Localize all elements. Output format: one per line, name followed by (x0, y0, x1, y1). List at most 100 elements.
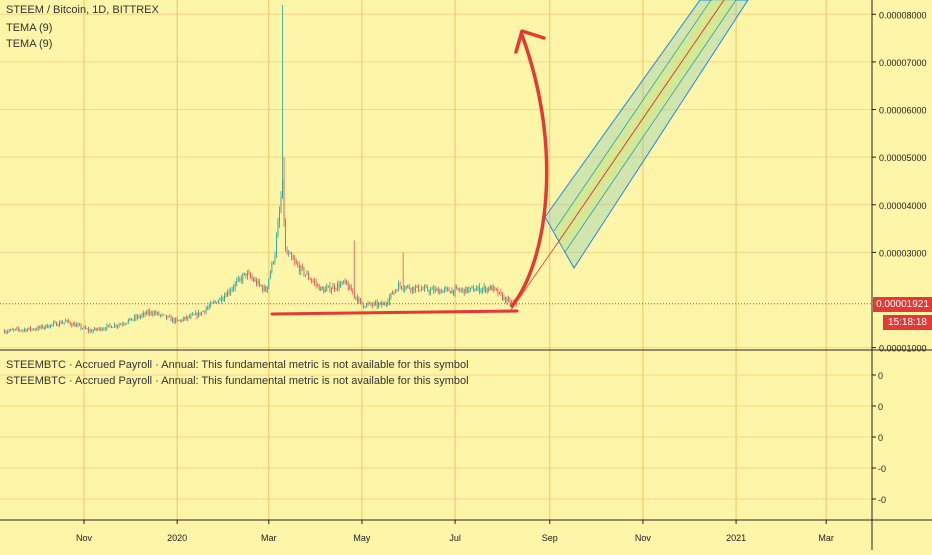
candle-body (175, 318, 177, 322)
candle-body (318, 285, 320, 291)
candle-body (251, 277, 253, 279)
candle-body (132, 319, 134, 321)
candle-body (433, 288, 435, 292)
candle-body (231, 288, 233, 291)
candle-body (437, 288, 439, 294)
candle-body (263, 286, 265, 291)
candle-body (126, 322, 128, 324)
candle-body (181, 319, 183, 322)
candle-body (63, 321, 65, 323)
candle-body (146, 311, 148, 315)
candle-body (367, 303, 369, 305)
candle-body (266, 286, 268, 292)
candle-body (228, 291, 230, 293)
candle-body (465, 287, 467, 294)
channel-inner-line (553, 0, 712, 232)
candle-body (83, 327, 85, 329)
candle-body (303, 267, 305, 275)
candle-body (201, 311, 202, 315)
candle-body (106, 325, 108, 330)
candle-body (344, 280, 346, 283)
candle-body (341, 281, 343, 284)
time-tick-label: 2020 (167, 533, 187, 543)
candle-body (436, 288, 438, 290)
candle-body (213, 301, 215, 303)
candle-body (54, 322, 56, 324)
candle-body (361, 300, 363, 305)
candle-body (385, 303, 387, 305)
candle-body (306, 273, 308, 275)
candle-body (492, 286, 494, 291)
candle-body (222, 299, 224, 301)
candle-body (294, 259, 296, 262)
indicator-label[interactable]: TEMA (9) (6, 22, 53, 34)
candle-body (127, 320, 129, 323)
candle-body (72, 323, 74, 326)
candle-body (10, 329, 12, 331)
candle-body (340, 283, 341, 288)
candle-body (485, 286, 487, 292)
candle-body (276, 236, 277, 255)
candle-body (462, 288, 464, 290)
candle-body (332, 285, 334, 290)
candle-body (198, 312, 199, 317)
candle-body (91, 330, 93, 332)
candle-body (94, 328, 96, 331)
indicator-label[interactable]: TEMA (9) (6, 38, 53, 50)
candle-body (172, 318, 173, 321)
price-tick-label: 0.00005000 (879, 153, 927, 163)
candle-body (476, 288, 477, 291)
symbol-title: STEEM / Bitcoin, 1D, BITTREX (6, 4, 159, 16)
candle-body (170, 316, 172, 321)
candle-body (149, 311, 151, 314)
candle-body (286, 250, 288, 254)
candle-body (376, 302, 378, 307)
candle-body (69, 322, 71, 325)
current-price-badge: 0.00001921 (873, 297, 932, 312)
candle-body (65, 320, 67, 322)
candle-body (205, 308, 207, 313)
candle-body (314, 281, 315, 283)
candle-body (494, 286, 496, 289)
candle-body (511, 301, 512, 304)
candle-body (150, 311, 152, 314)
candle-body (182, 318, 184, 322)
candle-body (350, 286, 352, 292)
candle-body (140, 316, 141, 318)
candle-body (457, 287, 459, 290)
candle-body (418, 285, 419, 291)
candle-body (240, 278, 242, 281)
candle-body (503, 297, 505, 300)
candle-body (427, 287, 429, 291)
candles-layer (4, 4, 517, 335)
candle-body (159, 314, 161, 316)
candle-body (447, 288, 448, 290)
candle-body (152, 313, 154, 315)
candle-body (216, 301, 218, 303)
candle-body (317, 284, 319, 286)
candle-body (98, 327, 100, 330)
candle-body (254, 280, 256, 282)
candle-body (242, 274, 244, 281)
candle-body (439, 290, 441, 294)
metric-message: STEEMBTC · Accrued Payroll · Annual: Thi… (6, 359, 469, 371)
candle-body (158, 312, 160, 316)
candle-body (454, 287, 456, 294)
candle-body (393, 291, 395, 295)
price-tick-label: 0.00001000 (879, 344, 927, 354)
candle-body (137, 315, 138, 319)
candle-body (334, 285, 335, 290)
candle-body (202, 311, 204, 312)
candle-body (308, 273, 309, 279)
candle-body (164, 314, 166, 316)
candle-body (104, 328, 106, 330)
candle-body (398, 283, 399, 291)
candle-body (450, 291, 451, 294)
candle-body (179, 319, 181, 321)
annotations-layer (270, 29, 549, 316)
candle-body (5, 331, 7, 333)
candle-body (451, 289, 453, 294)
candle-body (469, 287, 471, 289)
candle-body (68, 320, 70, 323)
candle-body (7, 331, 9, 333)
